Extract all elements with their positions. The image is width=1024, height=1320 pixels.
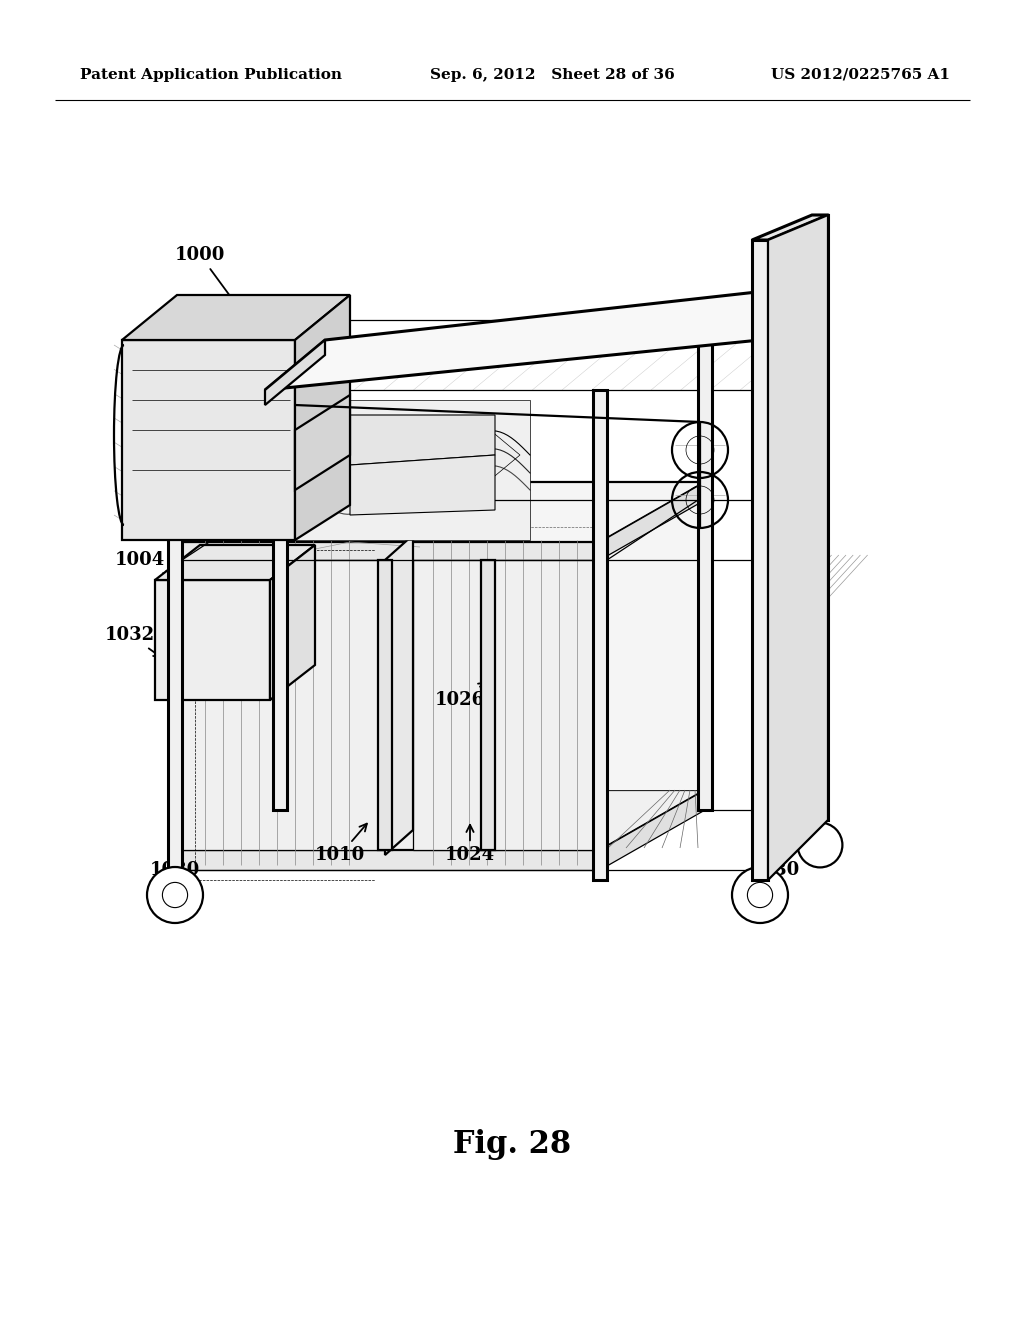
Polygon shape <box>378 560 392 850</box>
Polygon shape <box>270 545 315 700</box>
Polygon shape <box>122 294 350 341</box>
Polygon shape <box>175 482 705 543</box>
Polygon shape <box>755 531 815 620</box>
Polygon shape <box>168 389 182 880</box>
Text: 1004: 1004 <box>115 550 171 578</box>
Polygon shape <box>295 400 530 540</box>
Text: Sep. 6, 2012   Sheet 28 of 36: Sep. 6, 2012 Sheet 28 of 36 <box>430 69 675 82</box>
Text: 1026: 1026 <box>435 682 486 709</box>
Text: 1036: 1036 <box>764 290 820 318</box>
Text: Patent Application Publication: Patent Application Publication <box>80 69 342 82</box>
Polygon shape <box>600 789 705 870</box>
Polygon shape <box>280 500 705 789</box>
Polygon shape <box>752 215 828 240</box>
Text: 1022: 1022 <box>245 366 301 401</box>
Circle shape <box>147 867 203 923</box>
Polygon shape <box>122 341 295 540</box>
Text: 1032: 1032 <box>104 626 161 657</box>
Polygon shape <box>481 560 495 850</box>
Polygon shape <box>768 215 828 880</box>
Polygon shape <box>295 294 350 540</box>
Polygon shape <box>273 319 287 810</box>
Polygon shape <box>310 414 495 465</box>
Polygon shape <box>155 545 315 579</box>
Polygon shape <box>752 240 768 880</box>
Polygon shape <box>265 285 820 389</box>
Text: 1010: 1010 <box>314 824 367 865</box>
Polygon shape <box>698 319 712 810</box>
Polygon shape <box>175 560 385 850</box>
Circle shape <box>748 882 772 908</box>
Polygon shape <box>600 482 705 560</box>
Polygon shape <box>175 789 705 850</box>
Polygon shape <box>413 560 600 850</box>
Polygon shape <box>593 389 607 880</box>
Text: 1000: 1000 <box>175 246 252 326</box>
Polygon shape <box>265 341 325 405</box>
Circle shape <box>732 867 788 923</box>
Polygon shape <box>385 535 413 855</box>
Polygon shape <box>350 455 495 515</box>
Circle shape <box>798 822 843 867</box>
Text: Fig. 28: Fig. 28 <box>453 1130 571 1160</box>
Text: 1030: 1030 <box>750 861 800 879</box>
Text: 1024: 1024 <box>445 825 495 865</box>
Circle shape <box>163 882 187 908</box>
Polygon shape <box>175 850 600 870</box>
Polygon shape <box>295 395 350 490</box>
Polygon shape <box>155 579 270 700</box>
Text: 1030: 1030 <box>150 861 200 879</box>
Text: US 2012/0225765 A1: US 2012/0225765 A1 <box>771 69 950 82</box>
Polygon shape <box>310 420 520 480</box>
Polygon shape <box>175 543 600 560</box>
Text: 1002: 1002 <box>175 301 228 366</box>
Polygon shape <box>812 215 828 820</box>
